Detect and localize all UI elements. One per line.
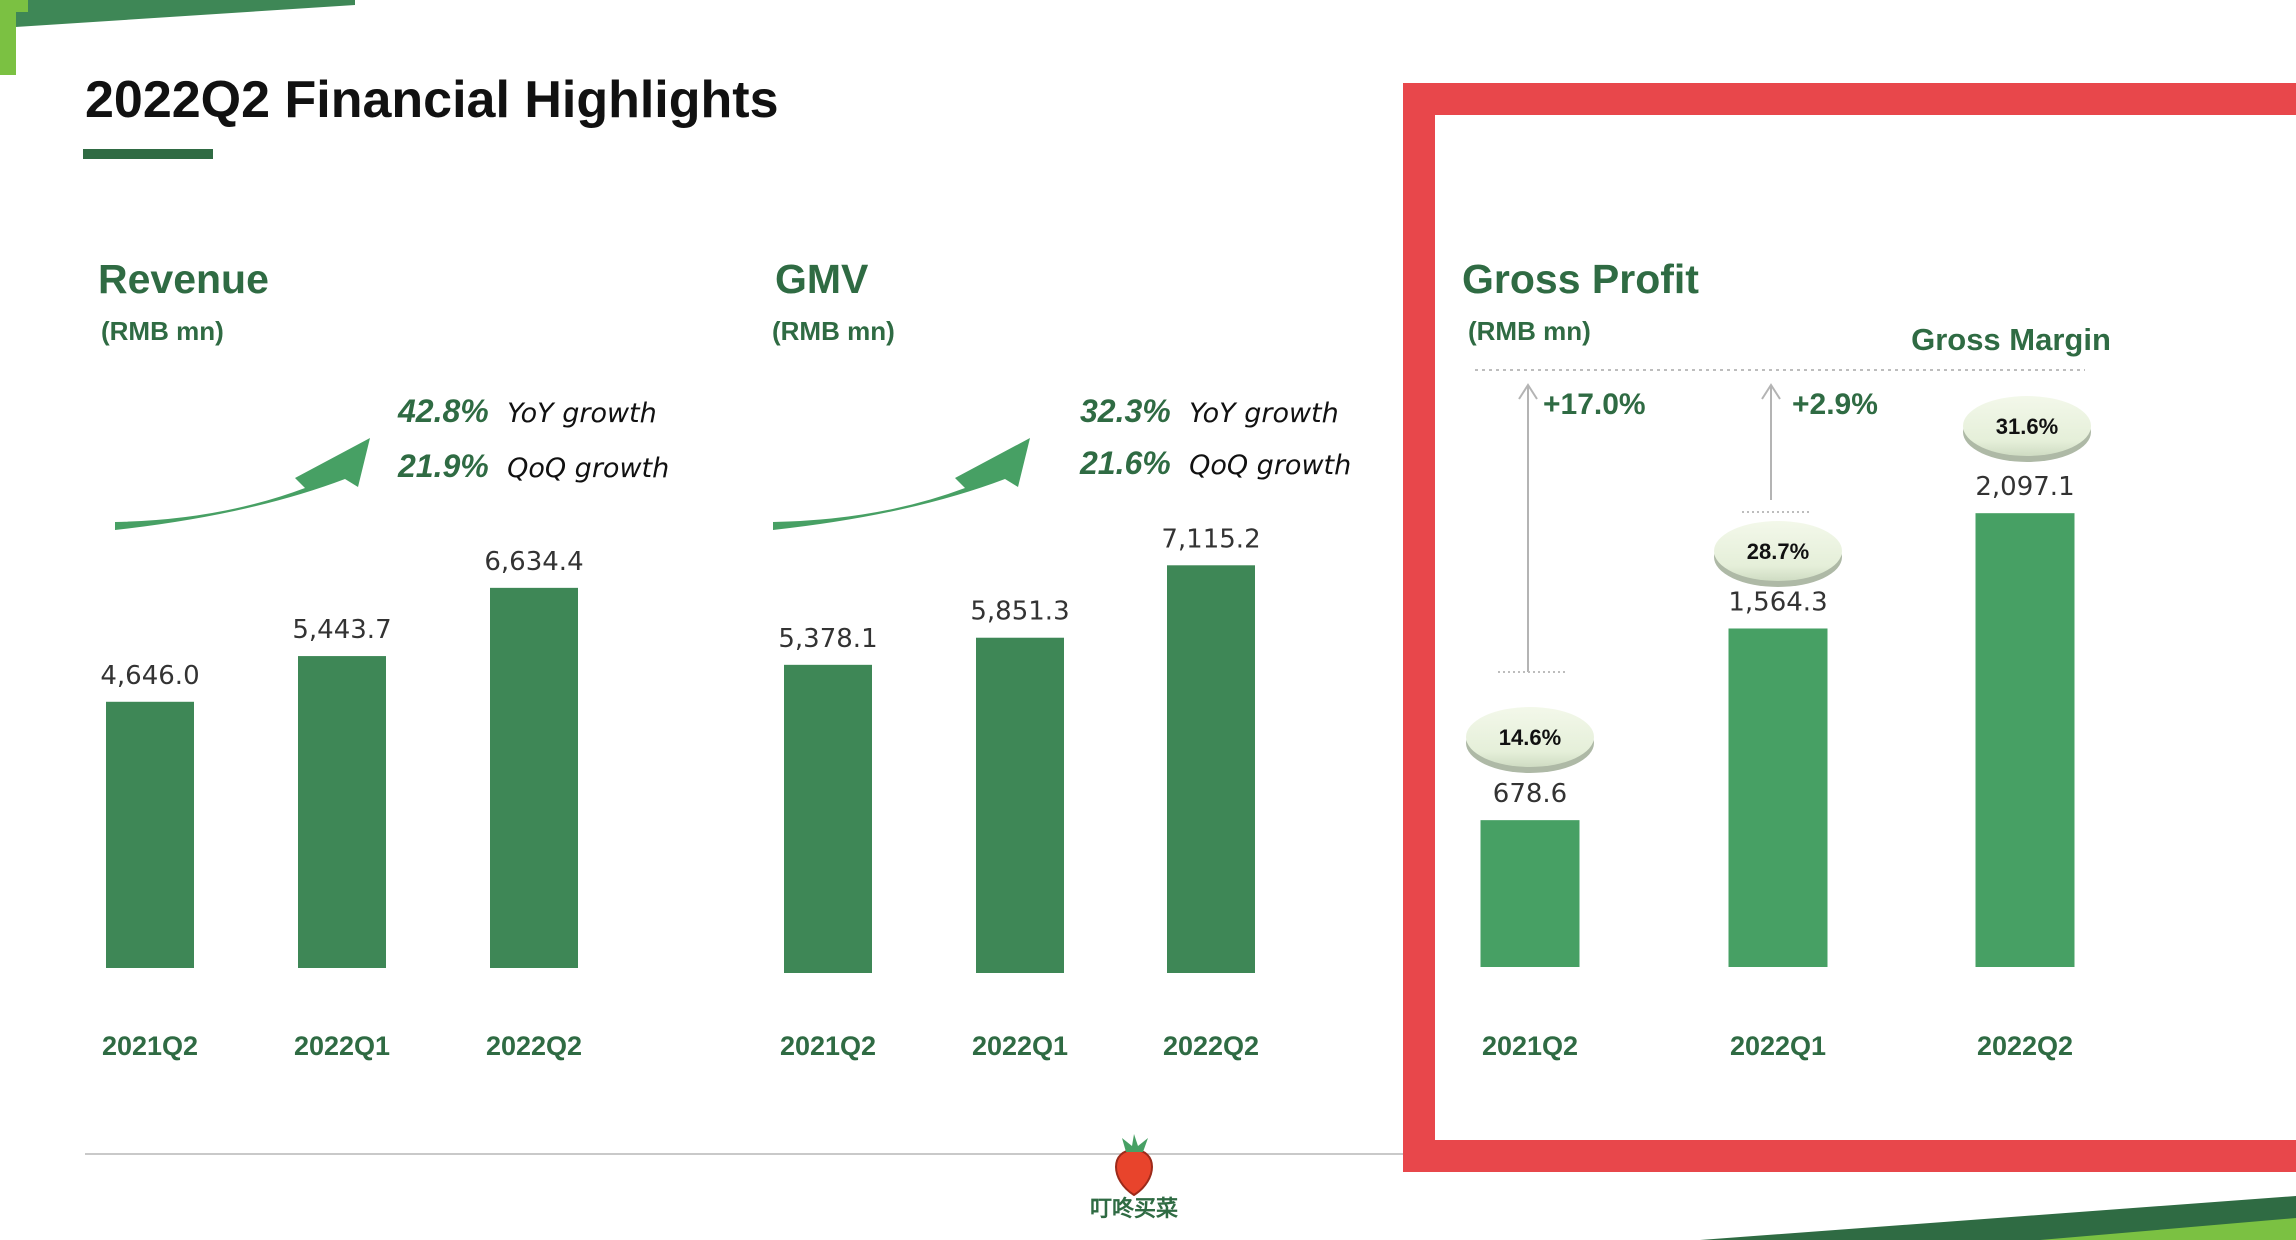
value-label: 1,564.3 xyxy=(1728,587,1827,617)
category-label: 2022Q2 xyxy=(1163,1031,1259,1061)
bar-2022Q2 xyxy=(1975,513,2075,967)
growth-yoy: 32.3% YoY growth xyxy=(1080,393,1339,429)
margin-value: 14.6% xyxy=(1499,725,1561,750)
chart-unit: (RMB mn) xyxy=(772,316,895,346)
category-label: 2021Q2 xyxy=(102,1031,198,1061)
arrow-head-icon xyxy=(1518,383,1538,400)
revenue-panel: Revenue (RMB mn) 42.8% YoY growth 21.9% … xyxy=(98,256,669,1061)
margin-badge xyxy=(1963,396,2091,456)
page-title: 2022Q2 Financial Highlights xyxy=(85,71,779,129)
corner-accent-top-left xyxy=(0,0,28,75)
margin-badge xyxy=(1714,521,1842,581)
corner-accent-bottom-right xyxy=(2040,1218,2296,1240)
category-label: 2022Q1 xyxy=(972,1031,1068,1061)
chart-title: Revenue xyxy=(98,256,269,302)
value-label: 6,634.4 xyxy=(484,547,583,577)
chart-title: Gross Profit xyxy=(1462,256,1699,302)
category-label: 2022Q1 xyxy=(1730,1031,1826,1061)
margin-increase-label: +17.0% xyxy=(1543,388,1646,421)
company-logo: 叮咚买菜 xyxy=(1090,1134,1178,1221)
growth-yoy-label: YoY growth xyxy=(507,398,657,429)
growth-yoy-label: YoY growth xyxy=(1189,398,1339,429)
bar-2022Q1 xyxy=(976,637,1064,973)
corner-decoration-top-left xyxy=(0,0,355,28)
bar-2022Q1 xyxy=(298,656,386,968)
category-label: 2022Q2 xyxy=(1977,1031,2073,1061)
carrot-leaf-icon xyxy=(1122,1134,1148,1152)
carrot-logo-icon xyxy=(1115,1148,1153,1197)
growth-qoq-label: QoQ growth xyxy=(1189,450,1351,481)
category-label: 2022Q2 xyxy=(486,1031,582,1061)
margin-value: 28.7% xyxy=(1747,539,1809,564)
margin-annotations: 14.6% 28.7% 31.6% +17.0% +2.9% xyxy=(1466,383,2091,773)
growth-qoq-value: 21.9% xyxy=(397,448,489,484)
growth-yoy-value: 42.8% xyxy=(397,393,489,429)
category-label: 2021Q2 xyxy=(1482,1031,1578,1061)
bars-group: 4,646.0 2021Q2 5,443.7 2022Q1 6,634.4 2022Q2 xyxy=(100,547,583,1061)
value-label: 4,646.0 xyxy=(100,661,199,691)
margin-badge xyxy=(1466,707,1594,767)
bar-2021Q2 xyxy=(1480,820,1580,967)
chart-title: GMV xyxy=(775,256,869,302)
value-label: 5,378.1 xyxy=(778,624,877,654)
chart-unit: (RMB mn) xyxy=(1468,316,1591,346)
value-label: 7,115.2 xyxy=(1161,524,1260,554)
gross-margin-title: Gross Margin xyxy=(1911,322,2111,357)
bar-2021Q2 xyxy=(784,664,872,973)
gmv-panel: GMV (RMB mn) 32.3% YoY growth 21.6% QoQ … xyxy=(772,256,1351,1061)
value-label: 5,443.7 xyxy=(292,615,391,645)
value-label: 5,851.3 xyxy=(970,597,1069,627)
category-label: 2021Q2 xyxy=(780,1031,876,1061)
growth-arrow-icon xyxy=(773,438,1030,530)
category-label: 2022Q1 xyxy=(294,1031,390,1061)
bars-group: 5,378.1 2021Q2 5,851.3 2022Q1 7,115.2 2022Q2 xyxy=(778,524,1260,1061)
highlight-frame xyxy=(1403,83,2296,1172)
chart-unit: (RMB mn) xyxy=(101,316,224,346)
growth-qoq-value: 21.6% xyxy=(1079,445,1171,481)
title-underline xyxy=(83,149,213,159)
growth-qoq-label: QoQ growth xyxy=(507,453,669,484)
growth-yoy-value: 32.3% xyxy=(1080,393,1171,429)
value-label: 678.6 xyxy=(1493,779,1567,809)
bars-group: 678.6 2021Q2 1,564.3 2022Q1 2,097.1 2022Q2 xyxy=(1480,472,2075,1061)
arrow-head-icon xyxy=(1761,383,1781,400)
growth-qoq: 21.6% QoQ growth xyxy=(1079,445,1351,481)
logo-text: 叮咚买菜 xyxy=(1090,1196,1178,1221)
margin-increase-label: +2.9% xyxy=(1792,388,1878,421)
value-label: 2,097.1 xyxy=(1975,472,2074,502)
growth-arrow-icon xyxy=(115,438,370,530)
bar-2022Q1 xyxy=(1728,628,1828,967)
bar-2022Q2 xyxy=(1167,565,1255,973)
bar-2021Q2 xyxy=(106,701,194,968)
growth-qoq: 21.9% QoQ growth xyxy=(397,448,669,484)
margin-value: 31.6% xyxy=(1996,414,2058,439)
growth-yoy: 42.8% YoY growth xyxy=(397,393,657,429)
corner-decoration-bottom-right xyxy=(1700,1196,2296,1240)
gross-profit-panel: Gross Profit (RMB mn) Gross Margin 14.6%… xyxy=(1462,256,2111,1061)
bar-2022Q2 xyxy=(490,587,578,968)
